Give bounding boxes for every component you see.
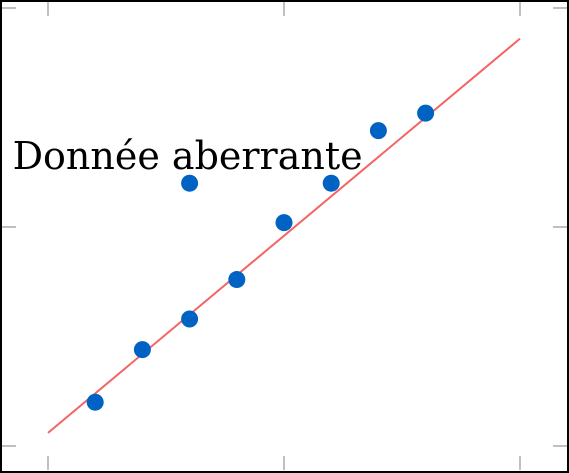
trend-line xyxy=(47,37,521,434)
data-point xyxy=(369,122,387,140)
data-point xyxy=(181,310,199,328)
data-point xyxy=(181,174,199,192)
data-point xyxy=(86,393,104,411)
data-point xyxy=(133,341,151,359)
data-point xyxy=(322,174,340,192)
data-point xyxy=(228,271,246,289)
data-point xyxy=(417,104,435,122)
data-point xyxy=(275,214,293,232)
data-points xyxy=(86,104,435,411)
outlier-annotation: Donnée aberrante xyxy=(13,134,363,178)
